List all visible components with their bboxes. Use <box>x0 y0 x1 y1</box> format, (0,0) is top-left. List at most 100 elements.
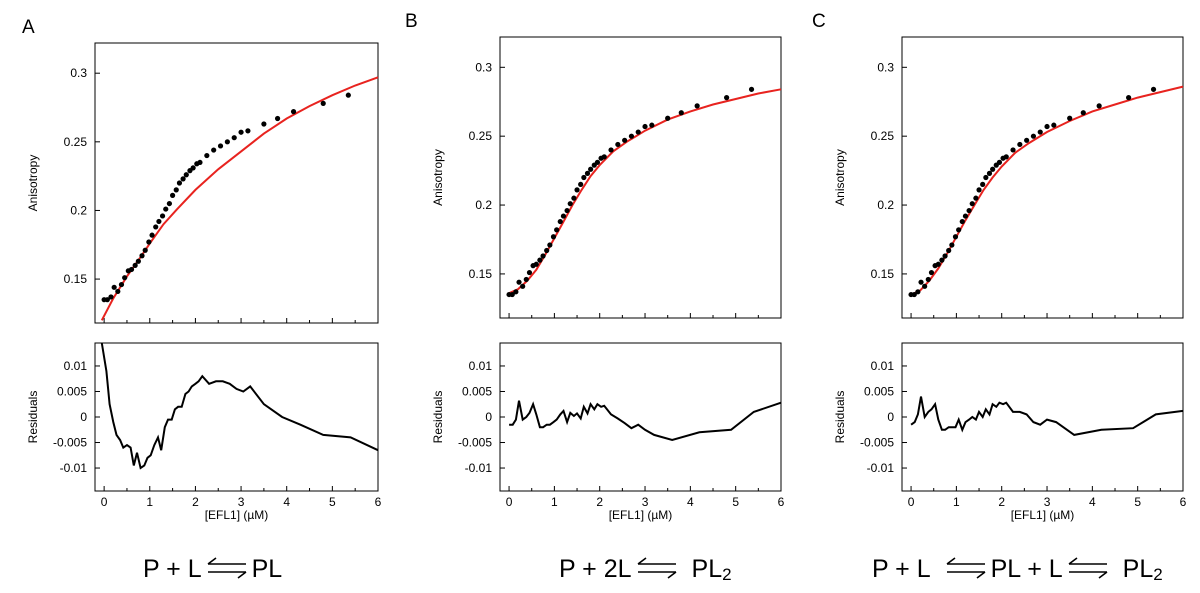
panel-a-data-point <box>169 192 176 198</box>
panel-c-xtick-label: 5 <box>1134 495 1141 509</box>
panel-c-data-point <box>1010 147 1016 153</box>
panel-c-residual-line <box>910 396 1184 436</box>
panel-c-data-point <box>959 218 965 225</box>
panel-b-data-point <box>649 122 655 128</box>
panel-b-residual-ylabel: Residuals <box>431 391 445 444</box>
panel-b-data-point <box>574 187 580 193</box>
panel-c-xlabel: [EFL1] (µM) <box>1011 508 1075 522</box>
panel-a-data-point <box>146 239 152 245</box>
panel-c-xtick-label: 4 <box>1089 495 1096 509</box>
panel-c-data-point <box>962 213 969 219</box>
panel-c-data-point <box>1126 95 1132 101</box>
equation-c-left: P + L <box>872 555 931 583</box>
panel-c-data-point <box>925 276 931 283</box>
panel-a-data-point <box>245 128 251 134</box>
panel-b-xtick-label: 2 <box>596 495 603 509</box>
panel-a-xtick-label: 4 <box>283 495 290 509</box>
equation-a-left: P + L <box>143 555 202 583</box>
panel-a-data-point <box>197 159 203 166</box>
panel-a-data-point <box>115 288 121 295</box>
panel-b-data-point <box>564 207 570 214</box>
panel-b-letter: B <box>405 11 418 32</box>
panel-b-data-point <box>520 283 526 289</box>
panel-c-xtick-label: 1 <box>953 495 960 509</box>
panel-a-data-point <box>211 147 217 153</box>
equation-c-middle: PL + L <box>990 555 1063 583</box>
panel-c-residual-ylabel: Residuals <box>833 391 847 444</box>
panel-c-data-point <box>1017 141 1023 148</box>
panel-b-data-point <box>526 269 533 276</box>
panel-b-data-point <box>523 276 529 283</box>
panel-a-ytick-label: 0.25 <box>64 135 88 149</box>
panel-b-xtick-label: 0 <box>506 495 513 509</box>
panel-a-data-point <box>231 135 237 141</box>
panel-c-data-point <box>1044 123 1050 130</box>
panel-c-xtick-label: 6 <box>1180 495 1187 509</box>
panel-c-ytick-label: 0.25 <box>871 129 895 143</box>
panel-b-data-point <box>581 174 587 181</box>
panel-c-xtick-label: 0 <box>908 495 915 509</box>
panel-c-residual-ytick-label: 0.01 <box>871 359 895 373</box>
panel-c-data-point <box>928 269 935 276</box>
panel-c-xtick-label: 2 <box>998 495 1005 509</box>
panel-b-xlabel: [EFL1] (µM) <box>609 508 673 522</box>
equilibrium-arrows-icon <box>207 557 247 579</box>
panel-a-top-frame <box>94 42 379 324</box>
panel-c-data-point <box>990 166 996 172</box>
panel-c-top-frame <box>901 36 1184 319</box>
panel-a-data-point <box>118 281 125 288</box>
panel-c-xtick-label: 3 <box>1044 495 1051 509</box>
panel-b-data-point <box>544 247 550 254</box>
panel-b-residual-ytick-label: 0 <box>485 410 492 424</box>
equation-b-left: P + 2L <box>559 555 632 583</box>
panel-a-ylabel: Anisotropy <box>26 155 40 212</box>
equation-c-subscript: 2 <box>1153 565 1163 584</box>
equation-c-right: PL <box>1122 555 1154 583</box>
panel-b-data-point <box>694 103 700 109</box>
panel-a-data-point <box>104 297 110 303</box>
panel-b-data-point <box>533 261 539 267</box>
panel-a-residual-ylabel: Residuals <box>26 391 40 444</box>
panel-c-data-point <box>952 234 959 240</box>
panel-c-data-point <box>1080 110 1086 116</box>
panel-c-data-point <box>939 257 945 263</box>
panel-b-residual-frame <box>499 342 782 492</box>
panel-b-data-point <box>588 166 594 172</box>
panel-b-data-point <box>571 195 577 201</box>
panel-a-data-point <box>190 165 196 171</box>
panel-a-data-point <box>156 218 162 225</box>
panel-c-data-point <box>966 207 972 214</box>
panel-b-residual-ytick-label: -0.005 <box>458 436 492 450</box>
panel-a-data-point <box>173 187 179 193</box>
panel-c-residual-ytick-label: -0.005 <box>860 436 894 450</box>
panel-a-residual-frame <box>94 342 379 492</box>
panel-b-data-point <box>537 257 543 263</box>
panel-a-data-point <box>217 143 224 149</box>
panel-c-data-point <box>1067 115 1073 121</box>
panel-a-xtick-label: 6 <box>375 495 382 509</box>
panel-b-data-point <box>540 253 546 259</box>
panel-a-data-point <box>274 115 281 122</box>
panel-b-data-point <box>554 227 560 233</box>
panel-c-data-point <box>1024 137 1030 143</box>
equation-a-right: PL <box>251 555 283 583</box>
panel-c-data-point <box>1051 122 1057 128</box>
panel-a-data-point <box>108 294 114 300</box>
panel-a-xtick-label: 3 <box>238 495 245 509</box>
panel-a-data-point <box>139 253 145 259</box>
panel-a-residual-ytick-label: -0.01 <box>60 461 88 475</box>
panel-b-data-point <box>557 218 563 225</box>
panel-a-data-point <box>183 172 189 178</box>
panel-c-ytick-label: 0.2 <box>877 198 894 212</box>
panel-b-data-point <box>594 159 601 165</box>
panel-c-residual-frame <box>901 342 1184 492</box>
equation-b-subscript: 2 <box>722 565 732 584</box>
equilibrium-arrows-icon <box>637 557 677 579</box>
panel-b-xtick-label: 5 <box>732 495 739 509</box>
panel-a-data-point <box>224 139 230 145</box>
panel-b-data-point <box>550 234 557 240</box>
panel-c-data-point <box>986 170 993 176</box>
panel-a-residual-ytick-label: -0.005 <box>53 436 87 450</box>
panel-c-data-point <box>980 181 986 187</box>
panel-a-data-point <box>261 121 267 127</box>
